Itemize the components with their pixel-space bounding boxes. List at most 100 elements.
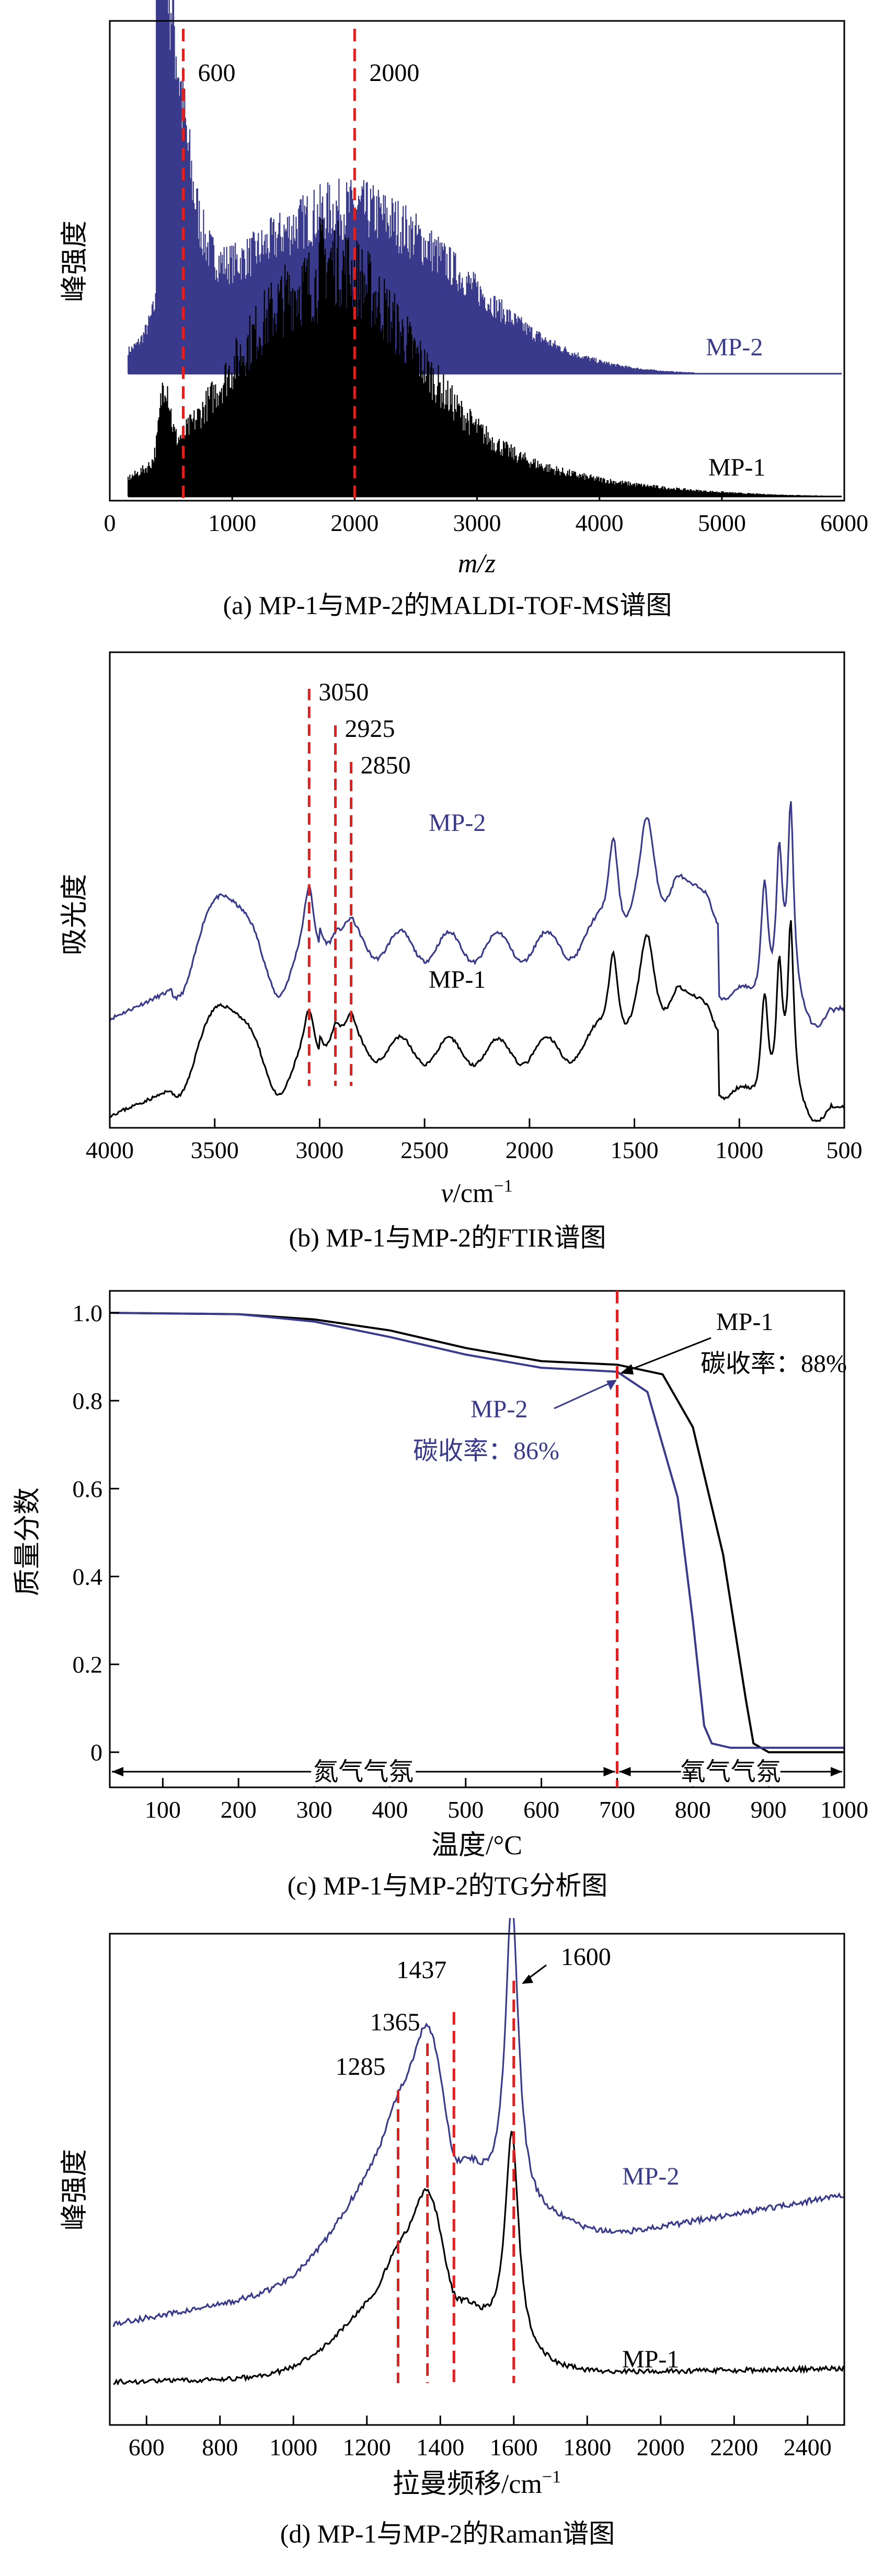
panel-d-mp2-label: MP-2 xyxy=(622,2163,679,2190)
panel-b-xtick-label: 2500 xyxy=(400,1137,449,1163)
panel-c-tg-chart: 100 200 300 400 500 600 700 800 900 1000 0 0.2 0.4 0.… xyxy=(13,1290,868,1900)
panel-c-mp1-yield: 碳收率：88% xyxy=(701,1350,847,1378)
panel-b-xlabel: v/cm−1 xyxy=(441,1176,512,1208)
panel-c-region-arrowhead xyxy=(603,1767,615,1776)
panel-c-mp-1-series xyxy=(109,1312,844,1753)
panel-c-ytick-label: 0.4 xyxy=(73,1563,103,1590)
panel-c-xtick-label: 800 xyxy=(675,1796,711,1823)
panel-b-xtick-label: 3000 xyxy=(295,1137,343,1163)
panel-a-xtick-label: 3000 xyxy=(453,510,501,536)
panel-a-xtick-label: 4000 xyxy=(576,510,624,536)
panel-c-mp2-arrowhead xyxy=(606,1380,617,1390)
panel-c-mp1-arrowhead xyxy=(620,1364,634,1374)
panel-c-ytick-label: 0.2 xyxy=(73,1651,103,1678)
panel-b-xtick-label: 1000 xyxy=(715,1137,763,1163)
panel-a-mp2-label: MP-2 xyxy=(706,333,763,361)
panel-d-ref-label-1437: 1437 xyxy=(396,1956,446,1984)
panel-a-ref-label-600: 600 xyxy=(198,59,236,87)
panel-a-mp1-series xyxy=(128,217,824,496)
panel-b-xtick-label: 4000 xyxy=(86,1137,134,1163)
panel-b-mp2-series xyxy=(109,801,845,1028)
panel-c-ytick-label: 0.6 xyxy=(73,1475,103,1502)
panel-c-xtick-label: 900 xyxy=(751,1796,787,1823)
panel-c-region-label-bg xyxy=(681,1755,781,1786)
panel-d-ylabel: 峰强度 xyxy=(60,2149,90,2231)
panel-d-plot-frame xyxy=(109,1933,845,2426)
panel-a-ylabel: 峰强度 xyxy=(60,221,90,302)
panel-a-ref-label-2000: 2000 xyxy=(369,59,419,87)
panel-c-mp-2-series xyxy=(109,1312,844,1749)
panel-c-ytick-label: 0 xyxy=(90,1739,102,1766)
panel-c-mp2-arrow xyxy=(554,1381,612,1410)
panel-d-xtick-label: 2400 xyxy=(784,2434,832,2461)
panel-b-xtick-label: 1500 xyxy=(611,1137,659,1163)
panel-c-mp2-name: MP-2 xyxy=(471,1395,527,1423)
panel-d-ref-label-1365: 1365 xyxy=(370,2008,420,2036)
panel-c-region-arrowhead xyxy=(831,1767,842,1776)
panel-d-xtick-label: 600 xyxy=(129,2434,165,2461)
panel-d-1600-arrowhead xyxy=(522,1974,533,1984)
panel-a-xtick-label: 0 xyxy=(104,510,116,536)
panel-b-plot-frame xyxy=(109,651,845,1129)
panel-a-caption: (a) MP-1与MP-2的MALDI-TOF-MS谱图 xyxy=(223,591,672,620)
panel-d-xtick-label: 2000 xyxy=(637,2434,685,2461)
panel-d-ref-label-1600: 1600 xyxy=(561,1943,611,1971)
panel-c-region-arrowhead xyxy=(112,1767,123,1776)
panel-c-xtick-label: 200 xyxy=(221,1796,257,1823)
panel-b-caption: (b) MP-1与MP-2的FTIR谱图 xyxy=(289,1223,606,1252)
panel-c-xtick-label: 500 xyxy=(448,1796,484,1823)
panel-b-xtick-label: 2000 xyxy=(506,1137,554,1163)
panel-c-caption: (c) MP-1与MP-2的TG分析图 xyxy=(288,1871,607,1900)
panel-d-caption: (d) MP-1与MP-2的Raman谱图 xyxy=(280,2519,615,2548)
panel-b-mp2-label: MP-2 xyxy=(429,809,486,837)
panel-c-ytick-label: 0.8 xyxy=(73,1388,103,1414)
panel-c-xtick-label: 300 xyxy=(296,1796,332,1823)
panel-c-region-label-bg xyxy=(311,1755,416,1786)
panel-d-ref-label-1285: 1285 xyxy=(335,2053,385,2081)
panel-c-region-label-0: 氮气气氛 xyxy=(313,1758,414,1786)
panel-c-mp1-arrow xyxy=(624,1337,712,1373)
panel-c-xlabel: 温度/°C xyxy=(431,1831,522,1861)
panel-b-ftir-chart: 4000 3500 3000 2500 2000 1500 1000 500 3050 2925… xyxy=(60,651,863,1252)
panel-c-xtick-label: 100 xyxy=(145,1796,181,1823)
panel-c-xtick-label: 600 xyxy=(523,1796,559,1823)
panel-d-mp1-series xyxy=(113,2131,845,2386)
panel-a-xtick-label: 5000 xyxy=(698,510,746,536)
panel-c-region-label-1: 氧气气氛 xyxy=(681,1758,781,1786)
panel-d-xtick-label: 1600 xyxy=(490,2434,538,2461)
panel-a-xtick-label: 6000 xyxy=(820,510,868,536)
panel-d-mp2-series xyxy=(112,1918,844,2327)
panel-b-mp1-series xyxy=(109,920,845,1123)
panel-c-ytick-label: 1.0 xyxy=(73,1300,103,1326)
panel-b-ylabel: 吸光度 xyxy=(60,874,90,955)
panel-a-mp2-series xyxy=(128,0,695,374)
panel-a-xtick-label: 2000 xyxy=(330,510,378,536)
panel-b-xtick-label: 3500 xyxy=(191,1137,239,1163)
panel-b-xtick-label: 500 xyxy=(827,1137,863,1163)
panel-a-mp1-label: MP-1 xyxy=(708,454,765,481)
panel-d-raman-chart: 600 800 1000 1200 1400 1600 1800 2000 2200 2400 1… xyxy=(60,1918,845,2548)
panel-c-mp2-yield: 碳收率：86% xyxy=(413,1437,559,1465)
panel-c-xtick-label: 1000 xyxy=(820,1796,868,1823)
panel-d-xtick-label: 2200 xyxy=(710,2434,758,2461)
panel-c-plot-frame xyxy=(109,1290,845,1788)
panel-d-xlabel: 拉曼频移/cm−1 xyxy=(393,2467,561,2499)
panel-c-region-arrowhead xyxy=(619,1767,631,1776)
panel-d-xtick-label: 1000 xyxy=(269,2434,317,2461)
panel-a-xlabel: m/z xyxy=(458,549,496,579)
panel-c-mp1-name: MP-1 xyxy=(716,1308,773,1336)
panel-d-xtick-label: 1400 xyxy=(416,2434,464,2461)
panel-c-xtick-label: 700 xyxy=(599,1796,635,1823)
panel-c-ylabel: 质量分数 xyxy=(13,1487,43,1596)
panel-b-mp1-label: MP-1 xyxy=(429,966,486,994)
panel-d-xtick-label: 1200 xyxy=(343,2434,391,2461)
panel-a-xtick-label: 1000 xyxy=(208,510,256,536)
panel-d-xtick-label: 1800 xyxy=(563,2434,611,2461)
panel-d-xtick-label: 800 xyxy=(202,2434,238,2461)
panel-b-ref-label-2925: 2925 xyxy=(345,715,395,743)
panel-a-maldi-chart: 0 1000 2000 3000 4000 5000 6000 600 2000 峰强度 m/… xyxy=(60,0,868,620)
panel-d-mp1-label: MP-1 xyxy=(622,2346,679,2373)
panel-b-ref-label-3050: 3050 xyxy=(318,678,369,706)
panel-c-xtick-label: 400 xyxy=(372,1796,408,1823)
panel-b-ref-label-2850: 2850 xyxy=(361,752,411,779)
